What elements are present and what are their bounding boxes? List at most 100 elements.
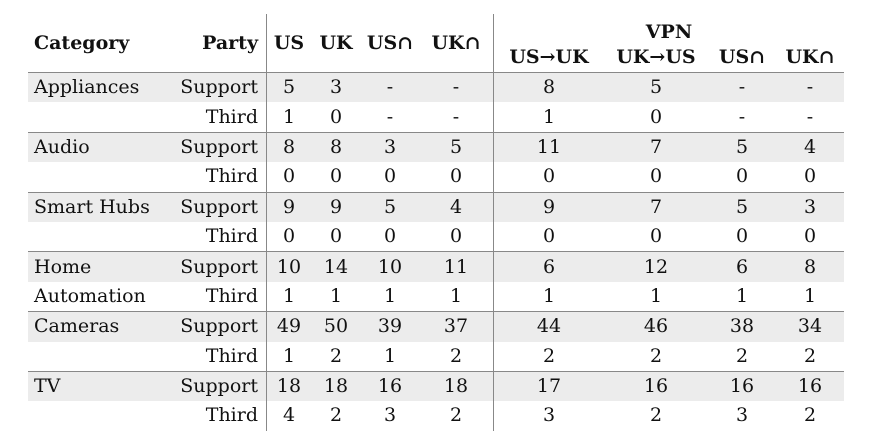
category-cell [28,401,162,430]
value-cell-us-intersection: 39 [361,311,419,342]
value-cell-vpn-uk-us: 7 [604,131,708,163]
table-row: Smart Hubs Support 9 9 5 4 9 7 5 3 [28,191,844,222]
table-body: Appliances Support 5 3- -8 5- - Third 1 0- -1 0- - Au… [28,72,844,431]
value-cell-us-intersection: 1 [383,284,397,307]
value-cell-vpn-us-uk: 44 [493,311,604,342]
table-container: Category Party US UK US∩ UK∩ VPN US→UK U… [28,14,844,431]
header-vpn: VPN [493,14,844,42]
value-cell-vpn-us-uk: 2 [493,341,604,372]
value-cell-us-intersection: 0 [383,225,397,248]
value-cell-vpn-uk-intersection: 4 [776,131,844,163]
value-cell-vpn-uk-intersection: 1 [803,284,817,307]
value-cell-vpn-uk-us: 0 [649,225,663,248]
value-cell-us: 9 [266,191,311,222]
value-cell-us: 0 [266,162,311,193]
value-cell-uk: 9 [311,191,361,222]
value-cell-us-intersection: 16 [361,370,419,402]
value-cell-vpn-us-intersection: 6 [708,251,776,282]
value-cell-us-intersection: 0 [383,165,397,188]
value-cell-uk-intersection: 4 [419,191,494,222]
value-cell-us: 8 [266,131,311,163]
value-cell-vpn-us-intersection: 5 [708,191,776,222]
category-cell [28,342,162,372]
value-cell-us: 5 [266,72,311,103]
header-category: Category [34,31,130,54]
value-cell-vpn-uk-us: 12 [604,251,708,282]
value-cell-vpn-us-intersection: - [738,105,746,128]
header-vpn-uk-intersection: UK∩ [776,42,844,73]
value-cell-us: 1 [266,102,311,133]
table-row: Third 1 2 1 2 2 2 2 2 [28,341,844,372]
value-cell-uk: 3 [311,72,361,103]
value-cell-vpn-uk-us: 1 [649,284,663,307]
value-cell-uk-intersection: 1 [449,284,463,307]
value-cell-vpn-us-intersection: 16 [708,370,776,402]
value-cell-us-intersection: 3 [383,404,397,427]
value-cell-vpn-uk-intersection: 8 [776,251,844,282]
header-vpn-us-uk: US→UK [493,42,604,73]
value-cell-uk-intersection: 5 [419,131,494,163]
value-cell-vpn-us-uk: 8 [493,72,604,103]
header-us: US [266,14,311,73]
value-cell-vpn-uk-us: 2 [649,404,663,427]
party-cell: Third [205,344,258,367]
value-cell-vpn-us-uk: 9 [493,191,604,222]
value-cell-vpn-us-uk: 3 [493,401,604,431]
party-cell: Third [205,105,258,128]
value-cell-uk: 50 [311,311,361,342]
party-cell: Support [162,72,267,103]
header-party: Party [202,31,258,54]
party-cell: Third [205,284,258,307]
value-cell-vpn-uk-intersection: 2 [803,404,817,427]
value-cell-uk-intersection: 18 [419,370,494,402]
table-row: Third 1 0- -1 0- - [28,102,844,133]
value-cell-vpn-uk-us: 2 [649,344,663,367]
category-cell: TV [28,370,162,402]
value-cell-vpn-uk-intersection: 3 [776,191,844,222]
value-cell-vpn-us-uk: 1 [493,102,604,133]
value-cell-uk-intersection: 11 [419,251,494,282]
value-cell-uk: 0 [329,165,343,188]
value-cell-vpn-us-uk: 0 [493,221,604,252]
value-cell-uk-intersection: - [452,105,460,128]
category-cell: Home [28,251,162,282]
category-cell: Audio [28,131,162,163]
value-cell-uk: 2 [329,404,343,427]
value-cell-uk: 2 [329,344,343,367]
value-cell-uk-intersection: 2 [449,404,463,427]
value-cell-vpn-uk-us: 46 [604,311,708,342]
value-cell-us: 10 [266,251,311,282]
value-cell-uk-intersection: 0 [449,165,463,188]
party-cell: Third [205,404,258,427]
party-cell: Third [205,165,258,188]
category-cell: Automation [34,284,146,307]
table-row: Audio Support 8 8 3 5 11 7 5 4 [28,131,844,163]
value-cell-vpn-us-uk: 6 [493,251,604,282]
value-cell-uk: 14 [311,251,361,282]
value-cell-uk: 1 [329,284,343,307]
party-cell: Third [205,225,258,248]
value-cell-us: 0 [266,221,311,252]
value-cell-vpn-us-intersection: 38 [708,311,776,342]
value-cell-us-intersection: 10 [361,251,419,282]
header-uk-intersection: UK∩ [431,31,481,54]
value-cell-vpn-us-uk: 11 [493,131,604,163]
value-cell-uk: 0 [329,105,343,128]
value-cell-vpn-uk-us: 16 [604,370,708,402]
value-cell-us: 1 [266,341,311,372]
value-cell-us-intersection: - [361,72,419,103]
data-table: Category Party US UK US∩ UK∩ VPN US→UK U… [28,14,844,431]
value-cell-us: 18 [266,370,311,402]
value-cell-uk: 0 [329,225,343,248]
value-cell-vpn-uk-intersection: 16 [776,370,844,402]
value-cell-uk-intersection: 0 [449,225,463,248]
value-cell-vpn-us-intersection: 5 [708,131,776,163]
category-cell: Cameras [28,311,162,342]
table-row: Third 0 0 0 0 0 0 0 0 [28,221,844,252]
value-cell-vpn-us-intersection: 3 [735,404,749,427]
value-cell-vpn-us-intersection: 0 [735,225,749,248]
value-cell-uk-intersection: 37 [419,311,494,342]
value-cell-vpn-uk-us: 0 [649,165,663,188]
value-cell-vpn-us-uk: 17 [493,370,604,402]
category-cell: Appliances [28,72,162,103]
